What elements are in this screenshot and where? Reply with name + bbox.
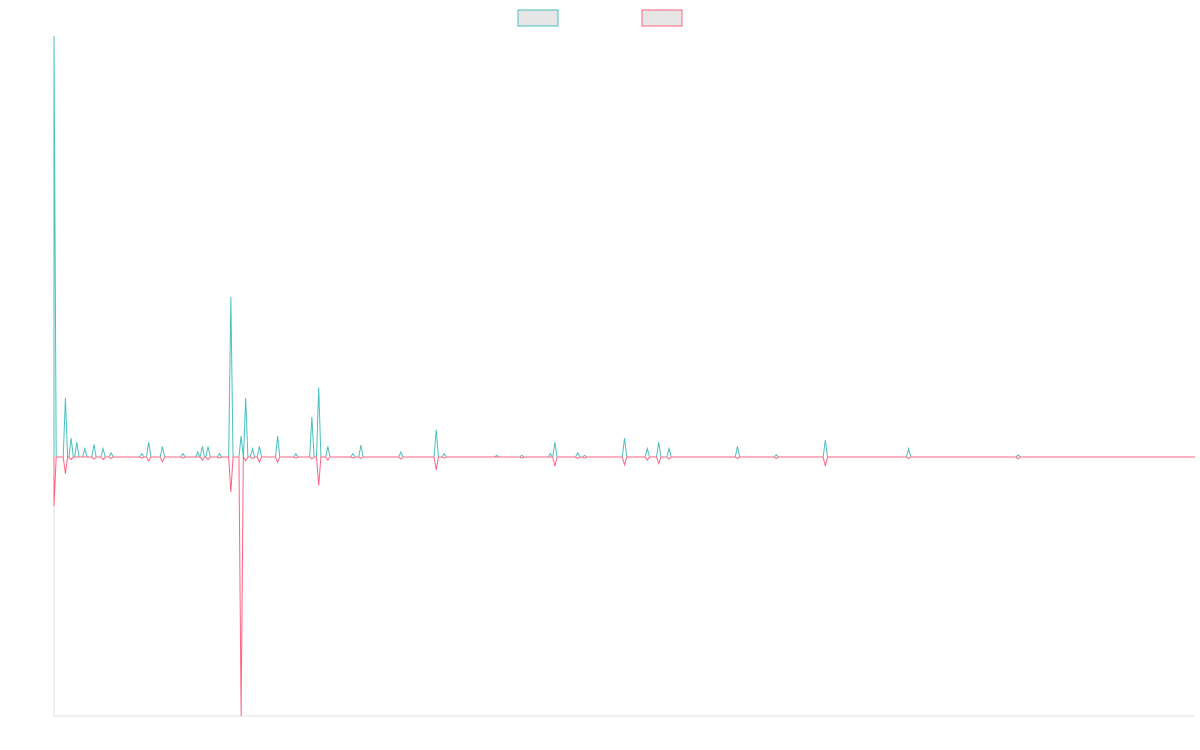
axes: [53, 36, 1195, 717]
series-1-point-3: [70, 437, 72, 439]
series-2-point-29: [521, 457, 523, 459]
series-1-point-15: [207, 445, 209, 447]
series-1-point-16: [218, 452, 220, 454]
series-2-point-5: [102, 458, 104, 460]
series-1-point-20: [251, 447, 253, 449]
series-1-point-4: [76, 441, 78, 443]
series-1-point-29: [400, 451, 402, 453]
series-2-point-35: [658, 462, 660, 464]
series-1-point-19: [244, 397, 246, 399]
series-2-point-30: [554, 465, 556, 467]
series-1-point-26: [327, 445, 329, 447]
series-2-point-15: [240, 715, 242, 717]
series-2-point-20: [295, 457, 297, 459]
series-1-point-1: [53, 35, 55, 37]
series-2-point-17: [251, 457, 253, 459]
series-1-point-35: [554, 441, 556, 443]
series-2-point-12: [207, 458, 209, 460]
series-2-line: [53, 456, 1195, 717]
series-2-point-19: [276, 461, 278, 463]
series-2-point-27: [435, 469, 437, 471]
series-2-point-18: [258, 461, 260, 463]
series-1-point-11: [161, 445, 163, 447]
series-2-point-28: [443, 457, 445, 459]
series-1-point-45: [907, 447, 909, 449]
series-1-point-17: [230, 296, 232, 298]
series-1-point-32: [496, 454, 498, 456]
series-1-point-13: [197, 451, 199, 453]
series-1-point-28: [360, 444, 362, 446]
series-2-point-36: [668, 458, 670, 460]
series-1-point-30: [435, 428, 437, 430]
series-2-point-10: [182, 457, 184, 459]
series-1-point-6: [93, 443, 95, 445]
series-1-point-40: [658, 441, 660, 443]
series-2-point-41: [1017, 458, 1019, 460]
series-1-point-14: [201, 445, 203, 447]
series-1-point-43: [775, 454, 777, 456]
series-2-point-4: [93, 458, 95, 460]
series-1-point-46: [1017, 454, 1019, 456]
series-1-point-10: [148, 441, 150, 443]
series-1-point-39: [646, 447, 648, 449]
series-1-point-41: [668, 447, 670, 449]
series-2-point-14: [230, 491, 232, 493]
series-2-point-40: [907, 457, 909, 459]
legend-swatch-1[interactable]: [517, 9, 559, 27]
series-2-point-1: [53, 505, 55, 507]
series-1-point-2: [64, 397, 66, 399]
series-2-point-2: [64, 473, 66, 475]
series-2-point-33: [623, 464, 625, 466]
series-1-point-22: [276, 435, 278, 437]
series-1-point-37: [583, 454, 585, 456]
series-2-point-39: [824, 465, 826, 467]
series-2-point-22: [318, 484, 320, 486]
series-2-point-26: [400, 458, 402, 460]
series-1-point-44: [824, 439, 826, 441]
series-1-point-24: [311, 416, 313, 418]
series-2-point-25: [360, 457, 362, 459]
legend-swatch-2[interactable]: [641, 9, 683, 27]
series-1-point-5: [84, 447, 86, 449]
series-2-point-11: [201, 459, 203, 461]
series-2-point-3: [70, 458, 72, 460]
series-2-point-24: [352, 457, 354, 459]
series-2-point-31: [577, 457, 579, 459]
series-2-point-16: [244, 460, 246, 462]
series-1-point-31: [443, 452, 445, 454]
series-2-point-9: [161, 460, 163, 462]
series-2-point-37: [736, 457, 738, 459]
series-1-point-25: [318, 386, 320, 388]
series-2-point-32: [583, 457, 585, 459]
series-1-point-18: [240, 435, 242, 437]
series-2-point-38: [775, 457, 777, 459]
series-1-point-36: [577, 452, 579, 454]
series-1-point-42: [736, 445, 738, 447]
series-2-point-23: [327, 459, 329, 461]
series-2-point-8: [148, 460, 150, 462]
series-2-point-34: [646, 459, 648, 461]
series-2-point-7: [141, 457, 143, 459]
series-1-point-27: [352, 452, 354, 454]
series-2-point-13: [218, 457, 220, 459]
series-1-point-7: [102, 447, 104, 449]
series-1-point-12: [182, 452, 184, 454]
series-1-point-8: [110, 452, 112, 454]
series-2-point-21: [311, 458, 313, 460]
legend[interactable]: [517, 9, 683, 27]
series-1-point-34: [549, 452, 551, 454]
series-layer: [53, 35, 1195, 717]
series-1-line: [53, 35, 1195, 458]
series-2-point-6: [110, 457, 112, 459]
series-1-point-23: [295, 452, 297, 454]
series-1-point-21: [258, 445, 260, 447]
series-1-point-38: [623, 437, 625, 439]
series-1-point-33: [521, 454, 523, 456]
series-1-point-9: [141, 452, 143, 454]
